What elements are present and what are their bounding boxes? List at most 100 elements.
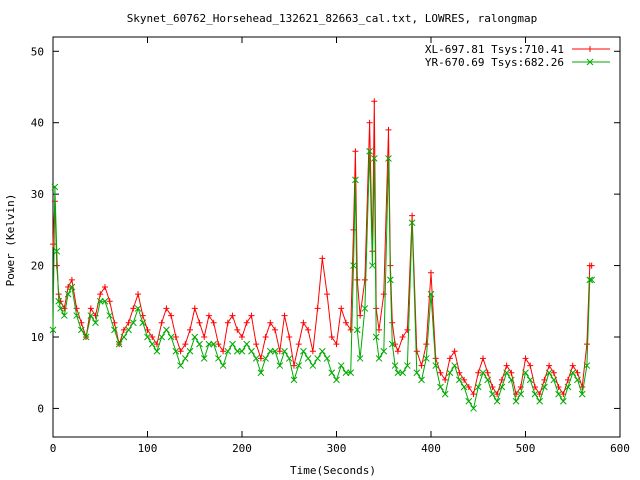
x-axis-label: Time(Seconds): [290, 464, 376, 477]
series-2-point: [361, 305, 369, 312]
series-2-point: [262, 355, 269, 362]
series-layer: [49, 98, 596, 412]
series-2: [49, 147, 596, 412]
series-1-point: [68, 276, 75, 283]
series-1-point: [224, 319, 231, 326]
y-tick-label: 10: [31, 331, 44, 344]
series-2-point: [328, 369, 336, 377]
series-1-point: [239, 334, 245, 340]
series-1-point: [168, 312, 175, 319]
series-2-point: [455, 376, 463, 384]
series-2-point: [441, 390, 449, 398]
series-1-point: [376, 326, 383, 333]
series-1-point: [574, 369, 581, 376]
series-2-point: [111, 326, 118, 334]
series-1-point: [286, 334, 293, 340]
series-2-point: [451, 362, 458, 369]
series-2-point: [186, 347, 194, 355]
series-2-point: [243, 340, 251, 348]
series-1-point: [385, 126, 392, 133]
series-1-point: [394, 348, 401, 355]
series-2-point: [388, 340, 396, 348]
series-2-point: [200, 355, 208, 362]
series-2-point: [574, 376, 581, 384]
series-1-point: [423, 341, 430, 348]
series-2-point: [205, 340, 213, 348]
series-2-point: [498, 383, 506, 391]
series-2-point: [266, 347, 274, 355]
series-1-point: [389, 319, 396, 326]
series-1-point: [182, 341, 189, 348]
series-1-point: [328, 334, 335, 340]
series-2-point: [295, 362, 303, 369]
series-1-point: [324, 291, 331, 298]
series-1-point: [305, 326, 312, 333]
series-2-point: [387, 276, 394, 284]
y-tick-label: 50: [31, 45, 44, 58]
series-1-point: [347, 326, 354, 333]
series-2-point: [432, 362, 440, 369]
series-2-point: [57, 305, 64, 312]
series-2-point: [276, 362, 284, 369]
series-1-point: [371, 98, 378, 105]
series-2-point: [541, 383, 548, 391]
series-1-point: [196, 319, 203, 326]
x-tick-label: 100: [138, 442, 158, 455]
series-1-point: [106, 298, 113, 305]
series-1-point: [446, 355, 453, 362]
series-2-point: [300, 347, 307, 355]
series-2-point: [372, 333, 380, 341]
series-2-point: [465, 397, 473, 405]
series-1-point: [163, 305, 170, 312]
series-1-point: [399, 334, 406, 340]
series-2-point: [60, 312, 68, 319]
series-2-point: [285, 355, 293, 362]
series-2-point: [248, 347, 255, 355]
series-2-point: [106, 312, 114, 319]
series-1-point: [451, 348, 458, 355]
series-1-point: [257, 355, 264, 362]
series-2-point: [271, 347, 279, 355]
series-2-point: [77, 326, 85, 334]
series-1-point: [281, 312, 288, 319]
series-2-point: [545, 369, 553, 377]
series-1-point: [314, 305, 321, 312]
series-2-point: [375, 355, 383, 362]
series-1-point: [220, 348, 227, 355]
series-2-point: [55, 297, 63, 305]
series-1-point: [588, 262, 595, 269]
series-2-point: [517, 390, 525, 398]
series-1-point: [267, 319, 274, 326]
series-2-point: [125, 326, 132, 334]
series-1-point: [130, 305, 137, 312]
series-2-point: [427, 290, 435, 298]
series-2-point: [196, 340, 203, 348]
series-2-point: [314, 355, 321, 362]
series-1-point: [300, 319, 307, 326]
series-2-point: [356, 355, 364, 362]
series-2-point: [479, 369, 487, 377]
series-2-point: [347, 369, 355, 377]
series-2-point: [134, 305, 142, 312]
series-2-point: [564, 383, 572, 391]
series-1-line: [52, 101, 592, 396]
series-2-point: [408, 219, 416, 227]
series-2-point: [555, 390, 562, 398]
series-1-point: [87, 305, 94, 312]
series-2-point: [526, 376, 534, 384]
series-1-point: [484, 369, 491, 376]
legend-marker-series-2: [586, 58, 594, 66]
series-2-point: [470, 405, 477, 412]
series-2-point: [522, 369, 529, 377]
series-1-point: [546, 362, 553, 369]
series-1-point: [508, 369, 515, 376]
legend-label-series-1: XL-697.81 Tsys:710.41: [425, 43, 564, 56]
series-2-point: [337, 362, 345, 369]
series-2-point: [158, 333, 166, 341]
plot-area-border: [52, 36, 621, 438]
series-1-point: [243, 319, 250, 326]
series-1-point: [503, 362, 510, 369]
series-2-point: [219, 362, 227, 369]
series-2-point: [82, 333, 90, 341]
series-2-point: [129, 319, 137, 327]
